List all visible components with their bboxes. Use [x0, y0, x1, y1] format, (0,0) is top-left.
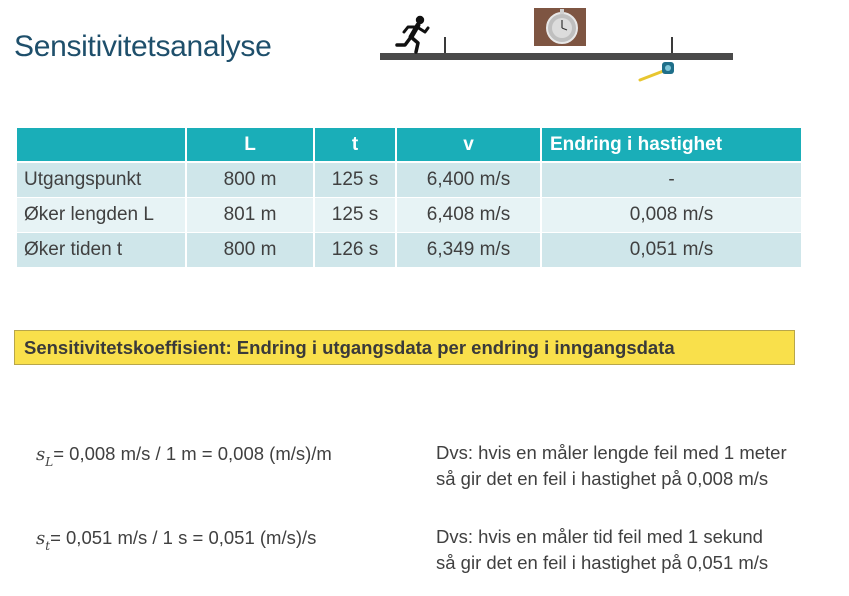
sensitivity-table: L t v Endring i hastighet Utgangspunkt 8… [15, 128, 803, 267]
definition-callout: Sensitivitetskoeffisient: Endring i utga… [14, 330, 795, 365]
table-row: Øker tiden t 800 m 126 s 6,349 m/s 0,051… [17, 232, 801, 267]
table-row: Øker lengden L 801 m 125 s 6,408 m/s 0,0… [17, 197, 801, 232]
formula-length-note: Dvs: hvis en måler lengde feil med 1 met… [436, 440, 787, 492]
cell-speed-change: 0,051 m/s [542, 232, 801, 267]
symbol-letter: s [36, 444, 46, 465]
symbol-subscript: t [45, 538, 51, 553]
formula-expression: = 0,051 m/s / 1 s = 0,051 (m/s)/s [50, 527, 317, 548]
formula-time-note: Dvs: hvis en måler tid feil med 1 sekund… [436, 524, 768, 576]
formula-symbol: sL [36, 444, 53, 469]
running-man-icon [395, 15, 430, 54]
note-line: så gir det en feil i hastighet på 0,008 … [436, 468, 769, 489]
header-cell-time: t [315, 128, 395, 161]
cell-length: 801 m [187, 197, 313, 232]
track-end-marker [671, 37, 673, 53]
cell-speed-change: 0,008 m/s [542, 197, 801, 232]
header-cell-velocity: v [397, 128, 540, 161]
cell-length: 800 m [187, 161, 313, 197]
formula-expression: = 0,008 m/s / 1 m = 0,008 (m/s)/m [53, 443, 332, 464]
cell-time: 125 s [315, 161, 395, 197]
symbol-subscript: L [45, 454, 54, 469]
row-label: Øker tiden t [17, 232, 185, 267]
table-header-row: L t v Endring i hastighet [17, 128, 801, 161]
measuring-tape-icon [638, 62, 674, 82]
table-row: Utgangspunkt 800 m 125 s 6,400 m/s - [17, 161, 801, 197]
cell-speed-change: - [542, 161, 801, 197]
note-line: Dvs: hvis en måler lengde feil med 1 met… [436, 442, 787, 463]
cell-length: 800 m [187, 232, 313, 267]
symbol-letter: s [36, 528, 46, 549]
header-cell-blank [17, 128, 185, 161]
stopwatch-icon [534, 8, 586, 46]
cell-velocity: 6,349 m/s [397, 232, 540, 267]
cell-time: 126 s [315, 232, 395, 267]
cell-velocity: 6,408 m/s [397, 197, 540, 232]
cell-time: 125 s [315, 197, 395, 232]
race-track [380, 53, 733, 60]
slide-title: Sensitivitetsanalyse [14, 30, 272, 63]
header-cell-speed-change: Endring i hastighet [542, 128, 801, 161]
note-line: så gir det en feil i hastighet på 0,051 … [436, 552, 769, 573]
formula-length: sL= 0,008 m/s / 1 m = 0,008 (m/s)/m [36, 443, 332, 469]
formula-time: st= 0,051 m/s / 1 s = 0,051 (m/s)/s [36, 527, 317, 553]
row-label: Utgangspunkt [17, 161, 185, 197]
header-cell-length: L [187, 128, 313, 161]
cell-velocity: 6,400 m/s [397, 161, 540, 197]
row-label: Øker lengden L [17, 197, 185, 232]
formula-symbol: st [36, 528, 50, 553]
note-line: Dvs: hvis en måler tid feil med 1 sekund [436, 526, 763, 547]
track-start-marker [444, 37, 446, 53]
